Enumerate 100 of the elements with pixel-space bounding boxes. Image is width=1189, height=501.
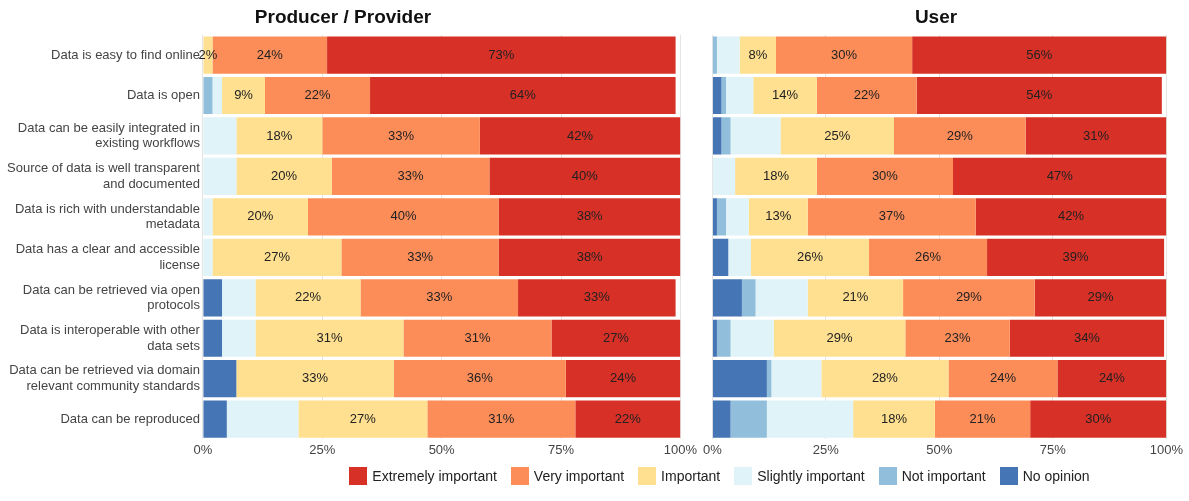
data-label: 38%	[576, 208, 604, 224]
bar	[869, 238, 988, 276]
bar	[370, 76, 676, 115]
bar	[780, 117, 894, 155]
bar	[212, 238, 342, 276]
bar	[773, 319, 906, 357]
bar	[912, 36, 1167, 74]
x-tick-label: 75%	[548, 441, 575, 457]
bar	[730, 319, 774, 357]
x-tick-label: 100%	[1149, 441, 1184, 457]
bar	[203, 157, 237, 196]
bar	[730, 400, 767, 438]
data-label: 8%	[748, 46, 768, 62]
bar	[755, 279, 808, 317]
bar	[203, 319, 223, 357]
data-label: 24%	[610, 370, 637, 386]
bar	[226, 400, 299, 438]
bar	[427, 400, 576, 438]
bar	[203, 360, 237, 398]
bar	[518, 279, 676, 317]
bar	[987, 238, 1165, 276]
bar	[212, 198, 308, 236]
bar	[203, 76, 213, 115]
data-label: 23%	[944, 329, 971, 345]
bar	[916, 76, 1162, 115]
data-label: 29%	[946, 127, 974, 143]
legend-label: Important	[661, 468, 721, 484]
bar	[721, 76, 727, 115]
data-label: 2%	[198, 46, 218, 62]
legend-label: Slightly important	[757, 468, 865, 484]
data-label: 22%	[614, 410, 642, 426]
bar	[1057, 360, 1167, 398]
bar	[903, 279, 1035, 317]
data-label: 33%	[407, 248, 434, 264]
data-label: 13%	[765, 208, 792, 224]
bar	[816, 76, 917, 115]
bar	[236, 157, 332, 196]
bar	[265, 76, 371, 115]
data-label: 9%	[234, 87, 254, 103]
data-label: 22%	[304, 87, 331, 103]
bar	[712, 157, 736, 196]
bar	[298, 400, 428, 438]
bar	[1025, 117, 1167, 155]
bar	[728, 238, 751, 276]
data-label: 30%	[1085, 410, 1112, 426]
bar	[807, 198, 976, 236]
bar	[750, 238, 870, 276]
y-tick-label: Data is open	[126, 87, 200, 103]
data-label: 29%	[826, 329, 853, 345]
x-tick-label: 75%	[1039, 441, 1067, 457]
data-label: 38%	[576, 248, 604, 264]
bar	[203, 117, 237, 155]
bar	[739, 36, 776, 74]
data-label: 33%	[388, 127, 415, 143]
bar	[498, 198, 681, 236]
bar	[775, 36, 913, 74]
bar	[712, 238, 729, 276]
data-label: 14%	[772, 87, 799, 103]
y-tick-label: Data can be easily integrated in existing workflows	[17, 119, 201, 151]
bar	[203, 198, 213, 236]
data-label: 24%	[256, 46, 284, 62]
bar	[893, 117, 1026, 155]
bar	[479, 117, 681, 155]
data-label: 26%	[915, 248, 942, 264]
bar	[1009, 319, 1165, 357]
data-label: 31%	[488, 410, 515, 426]
legend-label: Not important	[901, 468, 986, 484]
bar	[712, 117, 722, 155]
y-tick-label: Data is interoperable with other data sets	[20, 322, 201, 353]
data-label: 40%	[390, 208, 417, 224]
data-label: 27%	[263, 248, 291, 264]
x-tick-label: 50%	[926, 441, 953, 457]
data-label: 18%	[762, 167, 790, 183]
y-tick-label: Data can be retrieved via domain relevant community standards	[9, 362, 201, 394]
data-label: 25%	[824, 127, 851, 143]
data-label: 33%	[397, 167, 425, 183]
data-label: 33%	[426, 289, 453, 305]
bar	[327, 36, 676, 74]
bar	[393, 360, 566, 398]
data-label: 21%	[842, 289, 869, 305]
data-label: 37%	[878, 208, 906, 224]
data-label: 30%	[831, 46, 858, 62]
data-label: 22%	[294, 289, 322, 305]
bar	[735, 157, 817, 196]
data-label: 42%	[1058, 208, 1085, 224]
bar	[721, 117, 731, 155]
bar	[716, 36, 740, 74]
chart-title: Producer / Provider	[254, 5, 432, 27]
y-tick-label: Data is easy to find online	[51, 46, 200, 62]
bar	[953, 157, 1167, 196]
bar	[551, 319, 681, 357]
bar	[203, 279, 223, 317]
y-tick-label: Data can be reproduced	[60, 410, 200, 426]
bar	[712, 319, 717, 357]
data-label: 56%	[1026, 46, 1053, 62]
bar	[236, 117, 323, 155]
bar	[712, 400, 731, 438]
bar	[905, 319, 1010, 357]
bar	[255, 279, 361, 317]
data-label: 26%	[796, 248, 824, 264]
